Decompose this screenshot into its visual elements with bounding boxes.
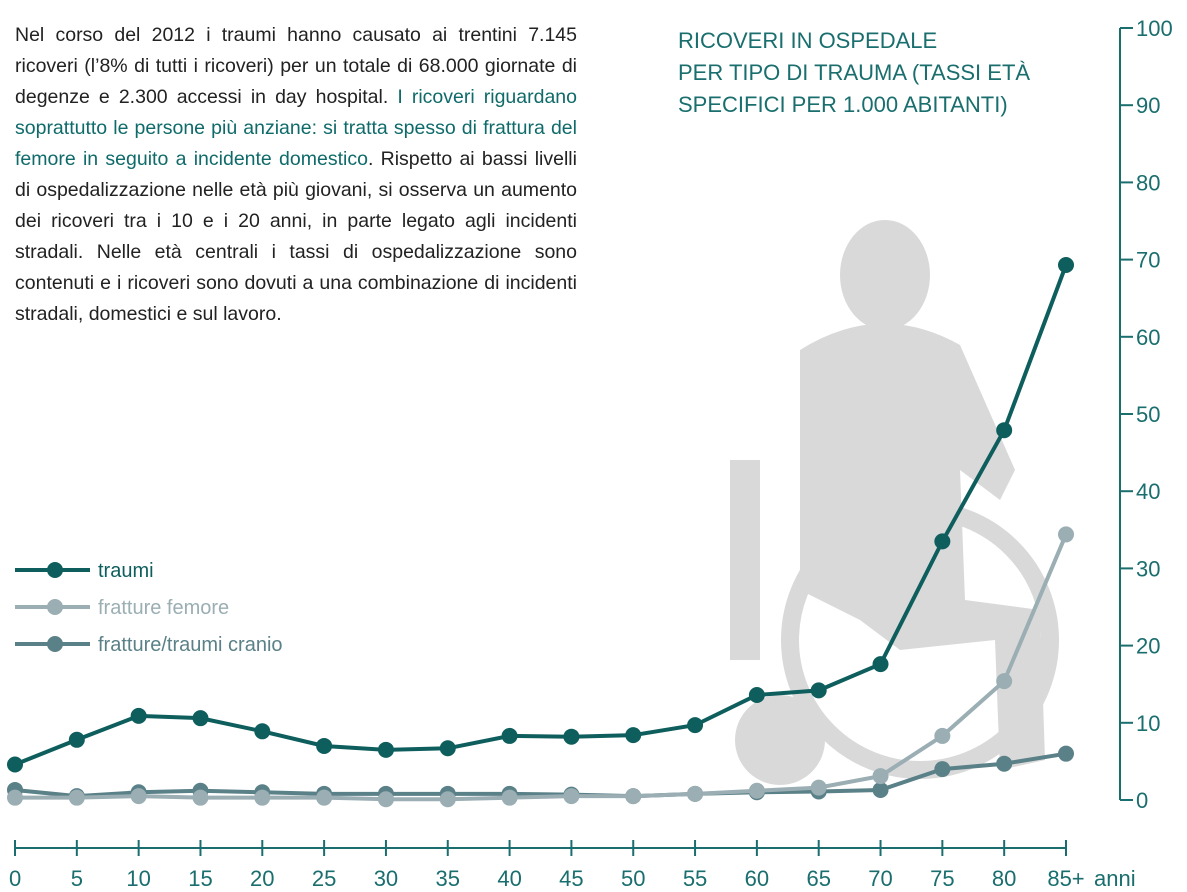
y-tick-label: 0 [1136, 788, 1148, 813]
page: RICOVERI IN OSPEDALE PER TIPO DI TRAUMA … [0, 0, 1187, 892]
y-tick-label: 40 [1136, 479, 1160, 504]
data-point [749, 783, 765, 799]
data-point [625, 727, 641, 743]
data-point [1058, 746, 1074, 762]
data-point [687, 786, 703, 802]
data-point [563, 729, 579, 745]
data-point [502, 790, 518, 806]
data-point [254, 723, 270, 739]
data-point [811, 682, 827, 698]
data-point [316, 738, 332, 754]
y-tick-label: 90 [1136, 93, 1160, 118]
data-point [934, 533, 950, 549]
data-point [502, 728, 518, 744]
wheelchair-silhouette [730, 220, 1050, 785]
chart-title: RICOVERI IN OSPEDALE [678, 28, 937, 53]
x-tick-label: 50 [621, 866, 645, 891]
data-point [378, 791, 394, 807]
x-tick-label: 45 [559, 866, 583, 891]
data-point [131, 788, 147, 804]
intro-text: Nel corso del 2012 i traumi hanno causat… [15, 20, 577, 330]
y-tick-label: 70 [1136, 248, 1160, 273]
data-point [811, 780, 827, 796]
y-tick-label: 50 [1136, 402, 1160, 427]
data-point [378, 742, 394, 758]
data-point [192, 710, 208, 726]
data-point [687, 717, 703, 733]
legend-label: traumi [98, 560, 154, 582]
data-point [996, 422, 1012, 438]
data-point [749, 687, 765, 703]
data-point [7, 790, 23, 806]
data-point [873, 782, 889, 798]
y-tick-label: 60 [1136, 325, 1160, 350]
legend-label: fratture/traumi cranio [98, 634, 283, 656]
data-point [440, 791, 456, 807]
data-point [873, 656, 889, 672]
x-tick-label: 25 [312, 866, 336, 891]
legend-dot [47, 599, 63, 615]
y-tick-label: 30 [1136, 556, 1160, 581]
x-tick-label: 35 [436, 866, 460, 891]
y-tick-label: 10 [1136, 711, 1160, 736]
x-tick-label: 15 [188, 866, 212, 891]
x-tick-label: 0 [9, 866, 21, 891]
data-point [316, 790, 332, 806]
data-point [934, 728, 950, 744]
x-tick-label: 20 [250, 866, 274, 891]
legend-dot [47, 636, 63, 652]
data-point [1058, 526, 1074, 542]
x-tick-label: 70 [868, 866, 892, 891]
data-point [131, 708, 147, 724]
x-tick-label: 55 [683, 866, 707, 891]
text: . Rispetto ai bassi livelli di ospedaliz… [15, 148, 577, 325]
data-point [440, 740, 456, 756]
x-tick-label: 10 [126, 866, 150, 891]
data-point [254, 790, 270, 806]
legend-label: fratture femore [98, 597, 229, 619]
x-axis-label: anni [1094, 866, 1136, 891]
x-tick-label: 85+ [1047, 866, 1084, 891]
x-tick-label: 30 [374, 866, 398, 891]
data-point [192, 790, 208, 806]
data-point [996, 673, 1012, 689]
data-point [69, 732, 85, 748]
y-tick-label: 20 [1136, 634, 1160, 659]
legend-dot [47, 562, 63, 578]
data-point [873, 768, 889, 784]
data-point [563, 788, 579, 804]
data-point [69, 790, 85, 806]
data-point [1058, 257, 1074, 273]
x-tick-label: 75 [930, 866, 954, 891]
x-tick-label: 60 [745, 866, 769, 891]
y-tick-label: 100 [1136, 16, 1173, 41]
data-point [996, 756, 1012, 772]
y-tick-label: 80 [1136, 170, 1160, 195]
x-tick-label: 65 [806, 866, 830, 891]
x-tick-label: 40 [497, 866, 521, 891]
data-point [934, 761, 950, 777]
data-point [7, 756, 23, 772]
data-point [625, 788, 641, 804]
x-tick-label: 80 [992, 866, 1016, 891]
chart-title: SPECIFICI PER 1.000 ABITANTI) [678, 92, 1008, 117]
chart-title: PER TIPO DI TRAUMA (TASSI ETÀ [678, 60, 1030, 85]
x-tick-label: 5 [71, 866, 83, 891]
